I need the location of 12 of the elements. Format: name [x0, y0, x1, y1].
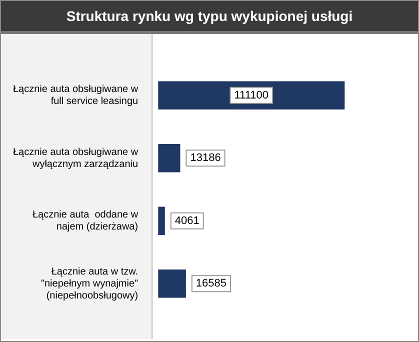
y-tick-label: Łącznie auta obsługiwane w wyłącznym zarządzaniu [12, 146, 139, 170]
y-tick-label: Łącznie auta oddane w najem (dzierżawa) [32, 210, 139, 233]
bar [158, 206, 165, 235]
data-label: 4061 [174, 214, 200, 227]
chart-title: Struktura rynku wg typu wykupionej usługi [1, 1, 418, 34]
bar [158, 270, 186, 298]
y-tick-label: Łącznie auta obsługiwane w full service leasingu [12, 84, 139, 108]
bar [158, 144, 180, 172]
y-tick-label: Łącznie auta w tzw. "niepełnym wynajmie" (niepełnoobsługowy) [40, 266, 139, 302]
data-label: 111100 [234, 89, 269, 102]
data-label: 13186 [190, 152, 221, 164]
data-label: 16585 [196, 278, 227, 290]
